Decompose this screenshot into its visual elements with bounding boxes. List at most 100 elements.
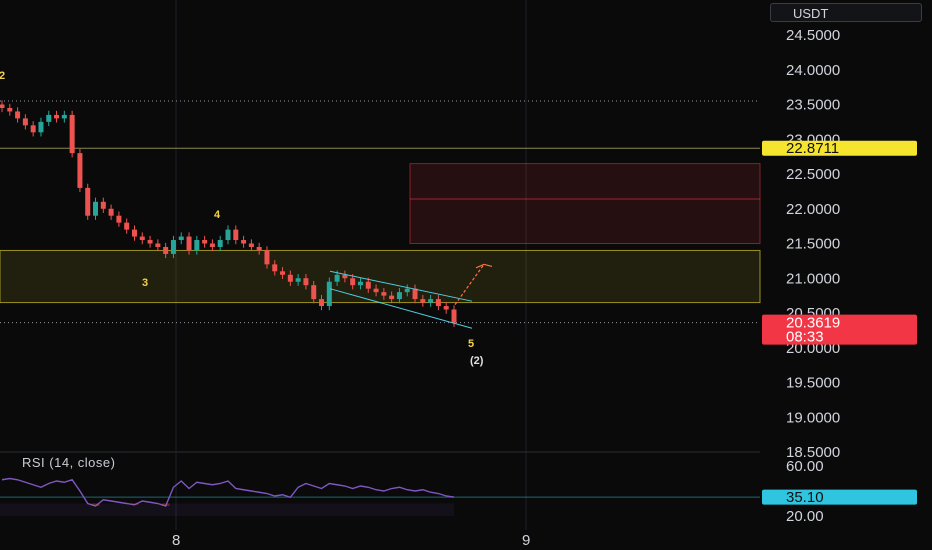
candle-body xyxy=(342,274,348,279)
candle-body xyxy=(350,278,356,286)
countdown-badge: 08:33 xyxy=(786,329,824,346)
candle-body xyxy=(194,240,200,251)
zones xyxy=(0,100,761,324)
wave-label-3: 3 xyxy=(142,277,148,289)
price-tick-label: 24.5000 xyxy=(786,27,840,44)
candle-body xyxy=(272,264,278,272)
candle-body xyxy=(108,208,114,216)
candle-body xyxy=(420,299,426,303)
last-price-badge: 20.3619 xyxy=(786,315,840,332)
rsi-tick-label: 60.00 xyxy=(786,458,824,475)
candle-body xyxy=(287,274,293,282)
grid xyxy=(0,0,760,530)
candle-body xyxy=(241,240,247,244)
candle-body xyxy=(178,236,184,241)
candle-body xyxy=(116,215,122,223)
level-badge: 22.8711 xyxy=(786,140,839,157)
wave-label-2-left: 2 xyxy=(0,70,5,82)
candle-body xyxy=(381,292,387,296)
candle-body xyxy=(451,309,457,323)
candle-body xyxy=(38,121,44,133)
candle-body xyxy=(295,278,301,282)
price-tick-label: 19.5000 xyxy=(786,375,840,392)
last-price-badge-bg xyxy=(762,314,917,345)
channel-lower xyxy=(329,288,473,329)
candle-body xyxy=(139,236,145,241)
rsi-indicator-title[interactable]: RSI (14, close) xyxy=(22,455,116,470)
level-badge-bg xyxy=(762,140,917,156)
candle-body xyxy=(209,243,215,247)
candle-body xyxy=(155,243,161,247)
candle-body xyxy=(124,222,130,230)
candle-body xyxy=(100,201,106,209)
price-tick-label: 24.0000 xyxy=(786,62,840,79)
candle-body xyxy=(163,246,169,254)
wave-label-5: 5 xyxy=(468,338,474,350)
candle-body xyxy=(46,114,52,122)
candle-body xyxy=(248,243,254,247)
candle-body xyxy=(202,240,208,244)
candles xyxy=(0,100,457,327)
candle-body xyxy=(186,236,192,251)
price-tick-label: 21.5000 xyxy=(786,236,840,253)
candle-body xyxy=(373,288,379,293)
price-tick-label: 21.0000 xyxy=(786,270,840,287)
candle-body xyxy=(326,281,332,307)
candle-body xyxy=(428,299,434,303)
candle-body xyxy=(147,240,153,244)
price-tick-label: 19.0000 xyxy=(786,409,840,426)
wave-label-2-paren: (2) xyxy=(470,355,484,367)
candle-body xyxy=(217,240,223,247)
candle-body xyxy=(357,281,363,286)
rsi-value-badge: 35.10 xyxy=(786,489,824,506)
candle-body xyxy=(334,274,340,282)
candle-body xyxy=(256,246,262,251)
candle-body xyxy=(319,299,325,307)
price-axis: 24.500024.000023.500023.000022.500022.00… xyxy=(786,27,840,525)
currency-selector[interactable]: USDT xyxy=(770,3,922,22)
candle-body xyxy=(303,278,309,286)
candle-body xyxy=(22,118,28,126)
rsi-oversold xyxy=(161,503,170,506)
price-tick-label: 22.0000 xyxy=(786,201,840,218)
wave-label-4: 4 xyxy=(214,209,221,221)
candle-body xyxy=(15,111,21,119)
projection-arrow-head xyxy=(475,263,493,269)
rsi-value-badge-bg xyxy=(762,489,917,505)
rsi-band xyxy=(0,503,454,516)
candle-body xyxy=(311,285,317,300)
candle-body xyxy=(404,288,410,293)
price-tick-label: 23.5000 xyxy=(786,97,840,114)
candle-body xyxy=(233,229,239,241)
projection-arrow xyxy=(454,263,485,306)
rsi-tick-label: 20.00 xyxy=(786,508,824,525)
candle-body xyxy=(365,281,371,289)
candle-body xyxy=(280,271,286,275)
rsi-pane xyxy=(0,477,760,516)
candle-body xyxy=(435,299,441,307)
candle-body xyxy=(61,114,67,119)
candle-body xyxy=(7,107,13,112)
candle-body xyxy=(131,229,137,237)
time-label-8: 8 xyxy=(172,532,180,549)
rsi-line xyxy=(1,477,455,507)
candle-body xyxy=(170,240,176,254)
resistance-zone xyxy=(409,163,761,244)
support-zone xyxy=(0,249,761,304)
candle-body xyxy=(85,187,91,216)
candle-body xyxy=(225,229,231,241)
candle-body xyxy=(69,114,75,154)
candle-body xyxy=(54,114,60,119)
price-tick-label: 22.5000 xyxy=(786,166,840,183)
candle-body xyxy=(389,295,395,300)
candle-body xyxy=(77,153,83,188)
channel-upper xyxy=(329,270,473,302)
price-tick-label: 18.5000 xyxy=(786,444,840,461)
candle-body xyxy=(443,306,449,310)
rsi-oversold xyxy=(130,503,139,505)
candle-body xyxy=(0,104,5,108)
drawings xyxy=(329,263,493,329)
candle-body xyxy=(93,201,99,216)
